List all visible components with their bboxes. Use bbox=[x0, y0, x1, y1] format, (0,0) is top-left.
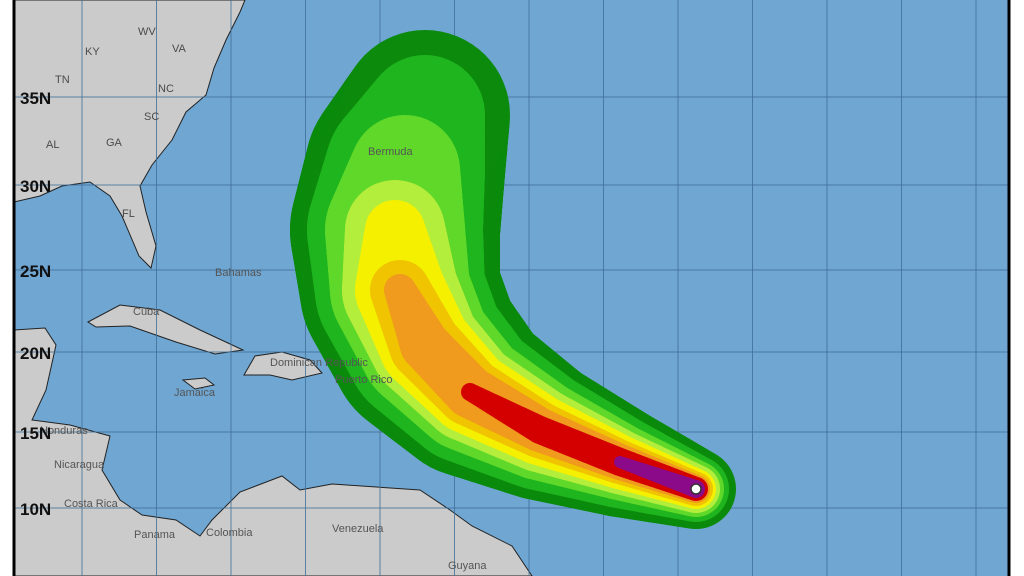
place-label: Nicaragua bbox=[54, 459, 105, 471]
place-label: Jamaica bbox=[174, 387, 216, 399]
latitude-label: 35N bbox=[20, 89, 51, 108]
probability-band-segment bbox=[365, 200, 425, 260]
state-label: WV bbox=[138, 26, 156, 38]
hispaniola bbox=[243, 351, 323, 381]
place-label: Guyana bbox=[448, 560, 487, 572]
state-label: SC bbox=[144, 111, 159, 123]
place-label: Costa Rica bbox=[64, 498, 119, 510]
state-label: NC bbox=[158, 83, 174, 95]
latitude-label: 15N bbox=[20, 424, 51, 443]
place-label: Cuba bbox=[133, 306, 160, 318]
central-south-america bbox=[13, 327, 533, 576]
probability-band-segment bbox=[461, 383, 479, 401]
place-label: Panama bbox=[134, 529, 176, 541]
latitude-label: 30N bbox=[20, 177, 51, 196]
place-label: Dominican Republic bbox=[270, 357, 368, 369]
probability-band-segment bbox=[384, 274, 416, 306]
state-label: AL bbox=[46, 139, 59, 151]
wind-probability-swath bbox=[290, 30, 736, 529]
state-label: TN bbox=[55, 74, 70, 86]
latitude-label: 10N bbox=[20, 500, 51, 519]
place-labels: Bermuda Bahamas Cuba Dominican Republic … bbox=[40, 146, 487, 572]
place-label: Colombia bbox=[206, 527, 253, 539]
place-label: Honduras bbox=[40, 425, 88, 437]
place-label: Puerto Rico bbox=[335, 374, 392, 386]
probability-band-segment bbox=[614, 456, 626, 468]
state-label: VA bbox=[172, 43, 187, 55]
place-label: Bermuda bbox=[368, 146, 414, 158]
place-label: Venezuela bbox=[332, 523, 384, 535]
state-label: GA bbox=[106, 137, 123, 149]
place-label: Bahamas bbox=[215, 267, 262, 279]
latitude-label: 20N bbox=[20, 344, 51, 363]
state-label: FL bbox=[122, 208, 135, 220]
state-label: KY bbox=[85, 46, 100, 58]
state-labels: KY WV VA TN NC SC AL GA FL bbox=[46, 26, 187, 220]
storm-center-marker bbox=[690, 483, 702, 495]
latitude-labels: 35N 30N 25N 20N 15N 10N bbox=[20, 89, 51, 519]
jamaica bbox=[181, 377, 216, 390]
latitude-label: 25N bbox=[20, 262, 51, 281]
